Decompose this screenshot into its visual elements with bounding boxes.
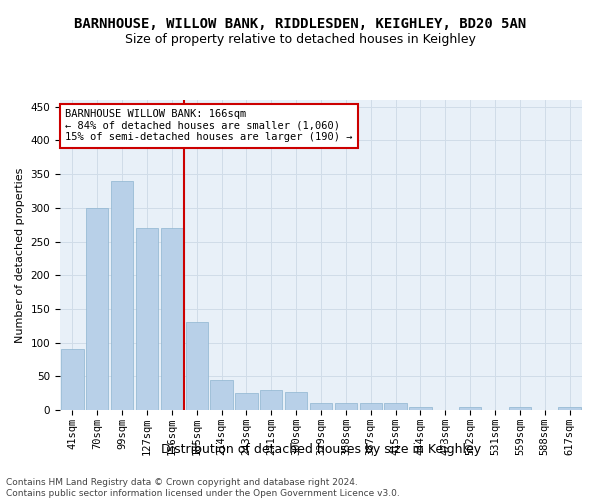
Bar	[161, 228, 183, 410]
Bar	[359, 404, 382, 410]
Bar	[385, 404, 407, 410]
Bar	[559, 406, 581, 410]
Bar	[285, 392, 307, 410]
Bar	[136, 228, 158, 410]
Bar	[310, 404, 332, 410]
Y-axis label: Number of detached properties: Number of detached properties	[15, 168, 25, 342]
Bar	[335, 404, 357, 410]
Bar	[409, 406, 431, 410]
Bar	[509, 406, 531, 410]
Text: BARNHOUSE, WILLOW BANK, RIDDLESDEN, KEIGHLEY, BD20 5AN: BARNHOUSE, WILLOW BANK, RIDDLESDEN, KEIG…	[74, 18, 526, 32]
Text: BARNHOUSE WILLOW BANK: 166sqm
← 84% of detached houses are smaller (1,060)
15% o: BARNHOUSE WILLOW BANK: 166sqm ← 84% of d…	[65, 110, 353, 142]
Bar	[86, 208, 109, 410]
Text: Distribution of detached houses by size in Keighley: Distribution of detached houses by size …	[161, 442, 481, 456]
Bar	[211, 380, 233, 410]
Bar	[185, 322, 208, 410]
Bar	[235, 393, 257, 410]
Text: Size of property relative to detached houses in Keighley: Size of property relative to detached ho…	[125, 32, 475, 46]
Bar	[260, 390, 283, 410]
Bar	[459, 406, 481, 410]
Text: Contains HM Land Registry data © Crown copyright and database right 2024.
Contai: Contains HM Land Registry data © Crown c…	[6, 478, 400, 498]
Bar	[61, 350, 83, 410]
Bar	[111, 181, 133, 410]
